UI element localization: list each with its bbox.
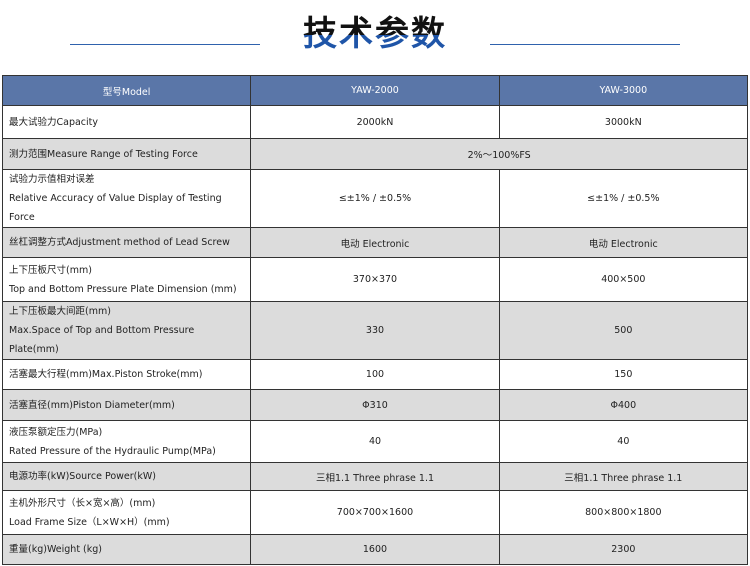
value-cell: 330	[250, 301, 500, 360]
row-label-text: Top and Bottom Pressure Plate Dimension …	[9, 283, 237, 295]
table-row: 主机外形尺寸（长×宽×高）(mm) Load Frame Size（L×W×H）(…	[1, 490, 749, 535]
header-cell: YAW-2000	[250, 75, 500, 106]
title-divider-left	[70, 44, 260, 45]
row-label-text: 重量(kg)Weight (kg)	[9, 544, 103, 555]
value-cell: 电动 Electronic	[498, 227, 749, 258]
value-cell: 三相1.1 Three phrase 1.1	[498, 462, 749, 491]
row-label-text: 最大试验力Capacity	[9, 116, 99, 128]
value-cell: 三相1.1 Three phrase 1.1	[250, 462, 500, 491]
value-cell: ≤±1% / ±0.5%	[250, 169, 500, 228]
value-cell: 370×370	[250, 257, 500, 302]
value-cell: 800×800×1800	[498, 490, 749, 535]
value-cell: 40	[498, 420, 749, 463]
value-cell: 700×700×1600	[250, 490, 500, 535]
table-header-row: 型号Model YAW-2000 YAW-3000	[1, 75, 749, 106]
row-label: 上下压板最大间距(mm) Max.Space of Top and Bottom …	[1, 301, 252, 360]
row-label: 电源功率(kW)Source Power(kW)	[1, 462, 252, 491]
value-cell: 1600	[250, 534, 500, 565]
row-label: 重量(kg)Weight (kg)	[1, 534, 252, 565]
row-label-text: 试验力示值相对误差	[9, 174, 95, 185]
value-cell: 500	[498, 301, 749, 360]
spec-table: 型号Model YAW-2000 YAW-3000 最大试验力Capacity 2…	[1, 75, 749, 565]
value-cell: 40	[250, 420, 500, 463]
row-label-text: 上下压板尺寸(mm)	[9, 264, 92, 276]
header-cell: YAW-3000	[498, 75, 749, 106]
table-row: 活塞直径(mm)Piston Diameter(mm) Φ310 Φ400	[1, 389, 749, 421]
row-label: 活塞直径(mm)Piston Diameter(mm)	[1, 389, 252, 421]
row-label-text: 丝杠调整方式Adjustment method of Lead Screw	[9, 237, 230, 248]
title-divider-right	[490, 44, 680, 45]
row-label-text: 液压泵额定压力(MPa)	[9, 426, 103, 438]
section-header: 技术参数	[0, 12, 750, 56]
table-row: 最大试验力Capacity 2000kN 3000kN	[1, 105, 749, 139]
value-cell: ≤±1% / ±0.5%	[498, 169, 749, 228]
table-row: 液压泵额定压力(MPa) Rated Pressure of the Hydrau…	[1, 420, 749, 463]
row-label-text: 上下压板最大间距(mm)	[9, 306, 111, 317]
row-label: 活塞最大行程(mm)Max.Piston Stroke(mm)	[1, 359, 252, 390]
value-cell: 150	[498, 359, 749, 390]
table-row: 活塞最大行程(mm)Max.Piston Stroke(mm) 100 150	[1, 359, 749, 390]
value-cell: 电动 Electronic	[250, 227, 500, 258]
row-label: 试验力示值相对误差 Relative Accuracy of Value Disp…	[1, 169, 252, 228]
header-cell: 型号Model	[1, 75, 252, 106]
row-label: 最大试验力Capacity	[1, 105, 252, 139]
table-row: 重量(kg)Weight (kg) 1600 2300	[1, 534, 749, 565]
row-label-text: Max.Space of Top and Bottom Pressure Pla…	[9, 325, 195, 355]
value-cell: 3000kN	[498, 105, 749, 139]
row-label: 测力范围Measure Range of Testing Force	[1, 138, 252, 170]
row-label-text: Load Frame Size（L×W×H）(mm)	[9, 516, 170, 528]
row-label: 丝杠调整方式Adjustment method of Lead Screw	[1, 227, 252, 258]
row-label-text: 活塞最大行程(mm)Max.Piston Stroke(mm)	[9, 369, 203, 380]
row-label-text: 电源功率(kW)Source Power(kW)	[9, 471, 156, 482]
row-label-text: 主机外形尺寸（长×宽×高）(mm)	[9, 497, 156, 509]
table-row: 上下压板最大间距(mm) Max.Space of Top and Bottom …	[1, 301, 749, 360]
table-row: 试验力示值相对误差 Relative Accuracy of Value Disp…	[1, 169, 749, 228]
row-label: 上下压板尺寸(mm) Top and Bottom Pressure Plate …	[1, 257, 252, 302]
table-row: 丝杠调整方式Adjustment method of Lead Screw 电动 …	[1, 227, 749, 258]
value-cell: Φ310	[250, 389, 500, 421]
merged-value-cell: 2%～100%FS	[250, 138, 748, 170]
value-cell: 100	[250, 359, 500, 390]
value-cell: 2300	[498, 534, 749, 565]
row-label-text: Rated Pressure of the Hydraulic Pump(MPa…	[9, 445, 216, 457]
row-label: 主机外形尺寸（长×宽×高）(mm) Load Frame Size（L×W×H）(…	[1, 490, 252, 535]
value-cell: Φ400	[498, 389, 749, 421]
row-label-text: 测力范围Measure Range of Testing Force	[9, 148, 198, 160]
page-title: 技术参数	[300, 12, 450, 56]
value-cell: 2000kN	[250, 105, 500, 139]
table-row: 电源功率(kW)Source Power(kW) 三相1.1 Three phra…	[1, 462, 749, 491]
table-row: 上下压板尺寸(mm) Top and Bottom Pressure Plate …	[1, 257, 749, 302]
row-label-text: Relative Accuracy of Value Display of Te…	[9, 193, 222, 223]
row-label-text: 活塞直径(mm)Piston Diameter(mm)	[9, 399, 175, 411]
table-row: 测力范围Measure Range of Testing Force 2%～100…	[1, 138, 748, 170]
value-cell: 400×500	[498, 257, 749, 302]
row-label: 液压泵额定压力(MPa) Rated Pressure of the Hydrau…	[1, 420, 252, 463]
